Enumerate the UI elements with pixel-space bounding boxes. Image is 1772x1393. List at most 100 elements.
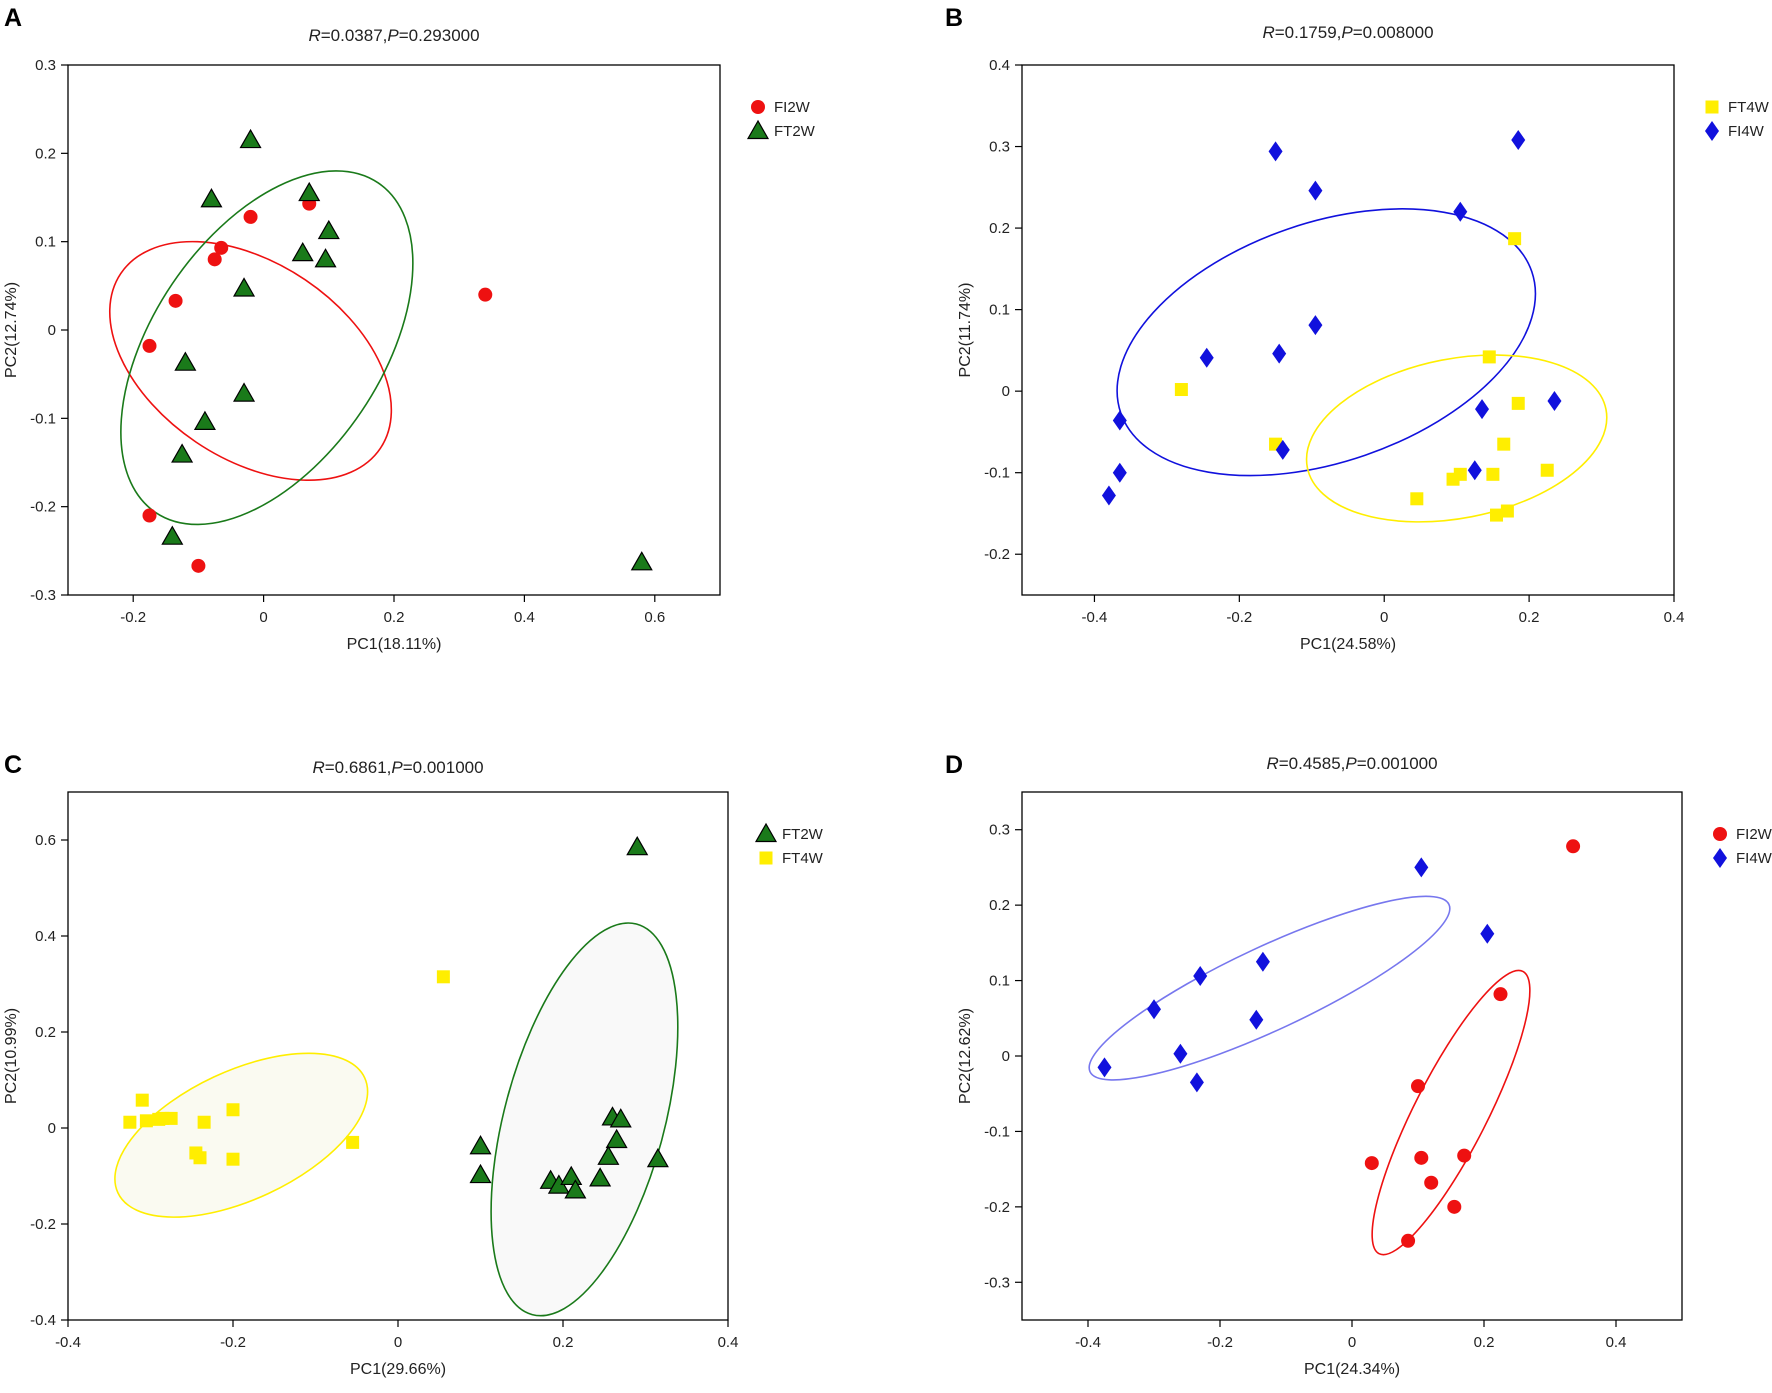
panel-d-point-fi4w [1480,923,1495,944]
panel-d-point-fi4w [1414,857,1429,878]
panel-a-y-tick-label: 0 [48,322,56,339]
panel-b: B R=0.1759,P=0.008000 -0.4 -0.2 0 0.2 0.4 -0.2 -… [945,4,1770,653]
panel-c-x-tick-label: 0 [394,1334,402,1351]
panel-b-point-fi4w [1467,460,1482,481]
panel-d-letter: D [945,751,963,779]
panel-b-point-ft4w [1540,463,1554,477]
panel-a-point-ft2w [174,351,197,371]
panel-a-point-fi2w [214,240,229,255]
panel-d-point-fi2w [1493,987,1508,1002]
panel-c-point-ft2w [589,1167,612,1187]
panel-c-ellipse-2 [114,1052,369,1218]
panel-c-point-ft4w [123,1115,137,1129]
panel-b-x-tick-label: -0.2 [1226,609,1252,626]
panel-b-point-fi4w [1308,315,1323,336]
panel-d-x-tick-label: -0.2 [1207,1334,1233,1351]
panel-c-y-tick-label: 0.6 [35,832,56,849]
panel-c-point-ft2w [564,1179,587,1199]
panel-b-point-fi4w [1268,141,1283,162]
panel-a-legend: FI2W FT2W [746,99,816,140]
panel-a-x-tick-label: 0.4 [514,609,535,626]
panel-a-x-axis-label: PC1(18.11%) [347,636,442,653]
panel-b-y-tick-label: 0.2 [989,220,1010,237]
panel-b-title: R=0.1759,P=0.008000 [1262,23,1433,42]
panel-a-y-axis-label: PC2(12.74%) [3,282,20,378]
panel-d-x-axis-label: PC1(24.34%) [1304,1361,1400,1378]
panel-a-x-tick-label: 0.2 [384,609,405,626]
panel-a-point-ft2w [200,188,223,208]
panel-b-ellipse-2 [1305,354,1608,523]
panel-a-y-tick-label: 0.2 [35,145,56,162]
panel-c-legend: FT2W FT4W [754,822,824,867]
panel-c-title: R=0.6861,P=0.001000 [312,758,483,777]
panel-d-point-fi4w [1147,999,1161,1020]
panel-b-y-tick-label: -0.1 [984,465,1010,482]
panel-a-point-fi2w [142,508,157,523]
panel-b-letter: B [945,4,963,32]
panel-a-point-ft2w [291,241,314,262]
panel-a-y-tick-label: 0.3 [35,57,56,74]
panel-d-point-fi4w [1193,966,1208,987]
panel-b-x-tick-label: -0.4 [1082,609,1108,626]
panel-d-x-tick-label: 0.4 [1606,1334,1627,1351]
panel-d-y-tick-label: 0.2 [989,897,1010,914]
panel-c-y-axis-label: PC2(10.99%) [3,1008,20,1104]
panel-d-y-tick-label: -0.3 [984,1274,1010,1291]
panel-c-point-ft4w [226,1103,240,1117]
panel-a-point-ft2w [630,551,653,571]
panel-a-point-ft2w [233,382,256,402]
panel-c-point-ft2w [469,1135,492,1155]
panel-c-point-ft2w [469,1163,492,1184]
panel-c-letter: C [4,751,22,779]
panel-a-point-ft2w [239,128,262,149]
panel-b-point-ft4w [1486,467,1500,481]
panel-a-point-ft2w [298,181,321,202]
panel-c-x-tick-label: -0.4 [55,1334,81,1351]
panel-a-point-ft2w [171,443,194,463]
panel-c-point-ft4w [193,1151,207,1165]
panel-d-point-fi4w [1249,1009,1264,1030]
panel-b-x-tick-label: 0.2 [1519,609,1540,626]
panel-d-legend: FI2W FI4W [1713,826,1772,868]
panel-b-point-fi4w [1112,410,1127,431]
panel-d-y-tick-label: -0.1 [984,1123,1010,1140]
panel-d-y-tick-label: 0 [1002,1048,1010,1065]
panel-b-point-ft4w [1482,350,1496,364]
panel-b-y-tick-label: 0 [1002,383,1010,400]
panel-a-y-tick-label: 0.1 [35,234,56,251]
panel-b-point-fi4w [1101,485,1116,506]
panel-b-point-fi4w [1453,201,1468,222]
panel-a-legend-label-ft2w: FT2W [774,123,816,140]
panel-d-point-fi2w [1411,1079,1425,1094]
panel-c-point-ft4w [226,1152,240,1166]
panel-d-title: R=0.4585,P=0.001000 [1266,754,1437,773]
panel-d-points [1097,839,1581,1248]
panel-d-legend-label-fi2w: FI2W [1736,826,1772,843]
panel-a-point-fi2w [478,287,493,302]
panel-b-point-fi4w [1112,462,1127,483]
panel-c-point-ft4w [197,1115,211,1129]
panel-c-y-tick-label: 0 [48,1120,56,1137]
panel-c-point-ft2w [626,835,649,856]
panel-a-ellipse-1 [108,240,393,482]
panel-b-y-axis-label: PC2(11.74%) [957,283,974,378]
panel-a-letter: A [4,4,22,32]
panel-c-point-ft4w [164,1111,178,1125]
panel-a-x-tick-label: 0.6 [644,609,665,626]
panel-c-legend-marker-ft4w [759,851,773,865]
panel-b-x-tick-label: 0 [1380,609,1388,626]
panel-b-legend-label-fi4w: FI4W [1728,123,1765,140]
panel-b-point-fi4w [1547,390,1562,411]
panel-c-ellipses [114,922,679,1317]
panel-b-point-ft4w [1174,383,1188,397]
panel-d-legend-label-fi4w: FI4W [1736,850,1772,867]
panel-a-y-tick-label: -0.2 [30,499,56,516]
panel-c-point-ft2w [560,1165,583,1186]
panel-d-y-axis-label: PC2(12.62%) [957,1008,974,1104]
panel-d-point-fi4w [1255,951,1270,972]
panel-c-point-ft2w [609,1108,632,1128]
panel-c-legend-marker-ft2w [754,822,778,843]
panel-d-y-tick-label: 0.1 [989,973,1010,990]
panel-b-y-tick-label: -0.2 [984,546,1010,563]
